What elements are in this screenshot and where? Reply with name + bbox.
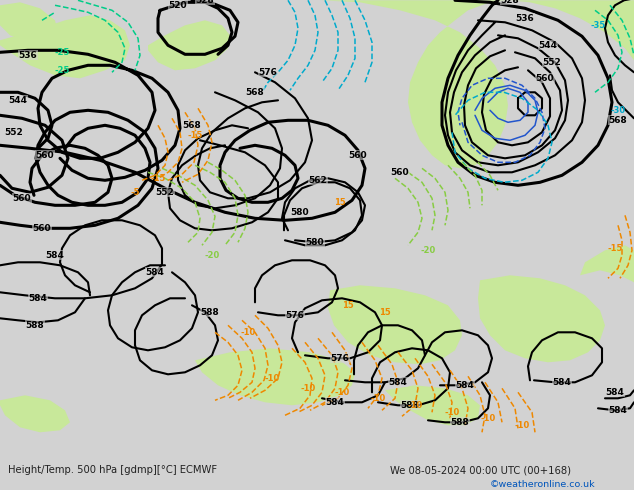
- Text: 576: 576: [259, 68, 278, 77]
- Text: -30: -30: [611, 106, 626, 115]
- Text: ©weatheronline.co.uk: ©weatheronline.co.uk: [490, 480, 595, 489]
- Text: 584: 584: [46, 251, 65, 260]
- Text: -10: -10: [264, 374, 280, 383]
- Text: 588: 588: [401, 401, 419, 410]
- Text: -10: -10: [370, 394, 385, 403]
- Text: 15: 15: [379, 308, 391, 317]
- Text: 544: 544: [8, 96, 27, 105]
- Text: -15: -15: [150, 174, 165, 183]
- Text: -10: -10: [240, 328, 256, 337]
- Text: 584: 584: [456, 381, 474, 390]
- Text: -35: -35: [590, 21, 605, 30]
- Text: 584: 584: [146, 268, 164, 277]
- Text: 552: 552: [543, 58, 561, 67]
- Text: 588: 588: [200, 308, 219, 317]
- Text: 580: 580: [290, 208, 309, 217]
- Text: 560: 560: [536, 74, 554, 83]
- Text: 580: 580: [306, 238, 325, 247]
- Text: -15: -15: [607, 244, 623, 253]
- Text: 560: 560: [13, 194, 31, 203]
- Text: 584: 584: [553, 378, 571, 387]
- Polygon shape: [148, 20, 230, 70]
- Text: 576: 576: [330, 354, 349, 363]
- Text: 588: 588: [451, 418, 469, 427]
- Text: -20: -20: [204, 251, 219, 260]
- Text: 584: 584: [29, 294, 48, 303]
- Text: 584: 584: [609, 406, 628, 415]
- Text: 560: 560: [391, 168, 410, 177]
- Text: 584: 584: [326, 398, 344, 407]
- Text: We 08-05-2024 00:00 UTC (00+168): We 08-05-2024 00:00 UTC (00+168): [390, 466, 571, 475]
- Text: -10: -10: [481, 414, 496, 423]
- Text: 584: 584: [605, 388, 624, 397]
- Text: -15: -15: [187, 131, 203, 140]
- Text: 588: 588: [25, 321, 44, 330]
- Polygon shape: [320, 0, 634, 168]
- Text: 576: 576: [285, 311, 304, 320]
- Text: 544: 544: [538, 41, 557, 50]
- Text: -10: -10: [408, 401, 423, 410]
- Text: 560: 560: [33, 224, 51, 233]
- Text: Height/Temp. 500 hPa [gdmp][°C] ECMWF: Height/Temp. 500 hPa [gdmp][°C] ECMWF: [8, 466, 217, 475]
- Polygon shape: [0, 395, 70, 432]
- Text: 520: 520: [169, 1, 187, 10]
- Polygon shape: [580, 245, 634, 282]
- Text: 560: 560: [349, 151, 367, 160]
- Text: -20: -20: [420, 246, 436, 255]
- Text: -25: -25: [55, 48, 70, 57]
- Polygon shape: [195, 348, 355, 405]
- Text: -10: -10: [514, 421, 529, 430]
- Text: 552: 552: [155, 188, 174, 197]
- Text: -5: -5: [130, 188, 139, 197]
- Text: -10: -10: [334, 388, 349, 397]
- Text: -10: -10: [444, 408, 460, 417]
- Text: 560: 560: [36, 151, 55, 160]
- Text: 528: 528: [501, 0, 519, 5]
- Text: 536: 536: [515, 14, 534, 23]
- Polygon shape: [452, 80, 498, 121]
- Text: 15: 15: [342, 301, 354, 310]
- Text: -10: -10: [301, 384, 316, 393]
- Text: 584: 584: [389, 378, 408, 387]
- Text: 15: 15: [334, 198, 346, 207]
- Text: 552: 552: [4, 128, 23, 137]
- Polygon shape: [478, 275, 605, 362]
- Text: 562: 562: [309, 176, 327, 185]
- Text: 568: 568: [183, 121, 202, 130]
- Text: 568: 568: [609, 116, 628, 125]
- Text: -25: -25: [55, 66, 70, 75]
- Text: 568: 568: [245, 88, 264, 97]
- Text: 528: 528: [196, 0, 214, 5]
- Polygon shape: [385, 385, 480, 425]
- Polygon shape: [0, 15, 130, 78]
- Polygon shape: [0, 2, 58, 42]
- Text: 536: 536: [18, 51, 37, 60]
- Polygon shape: [328, 285, 462, 364]
